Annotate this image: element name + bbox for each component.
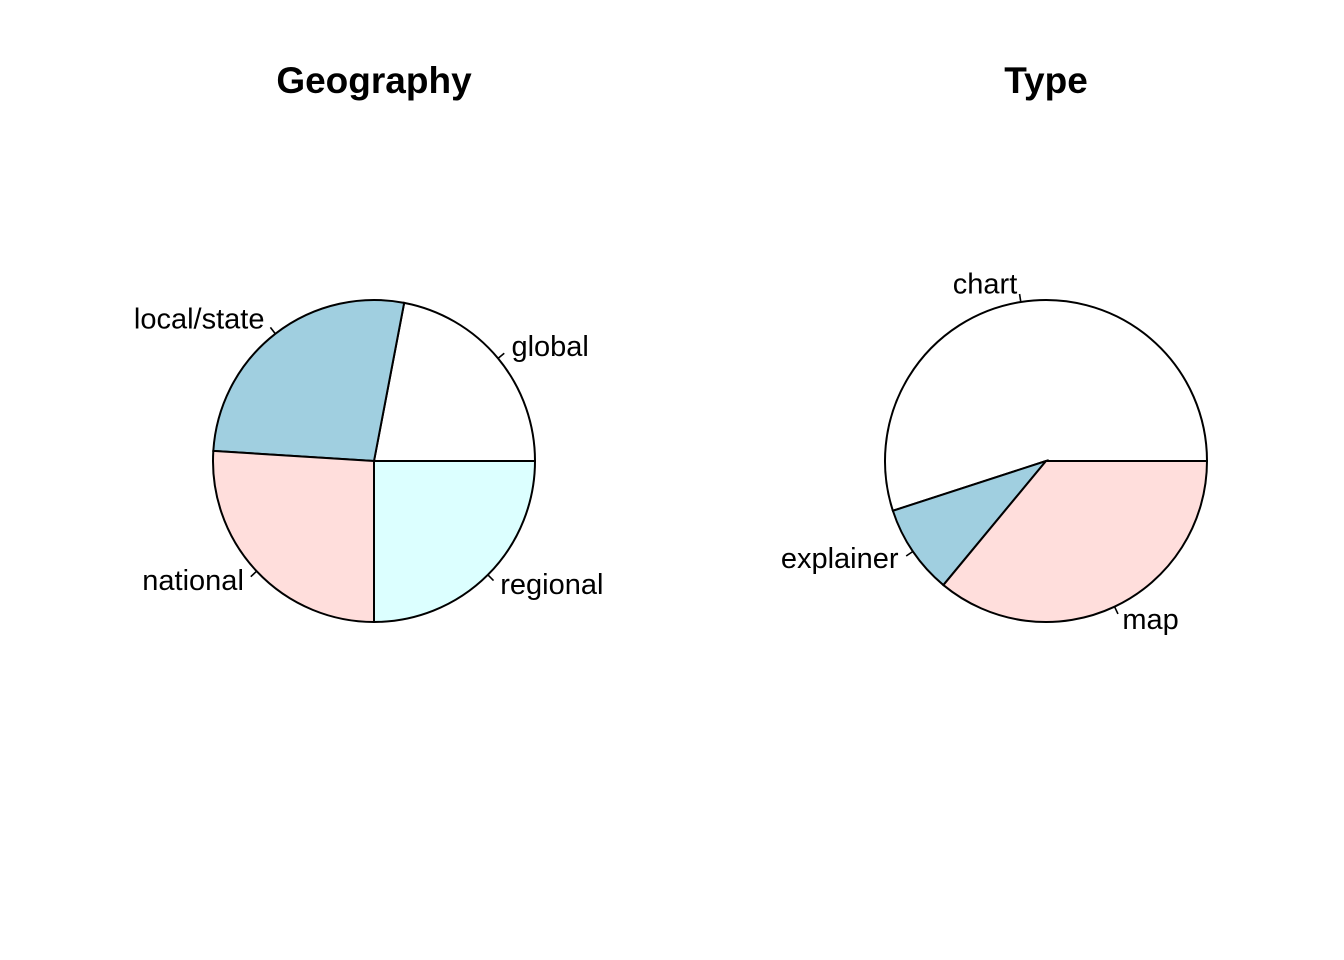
geography-label-global: global	[511, 331, 588, 363]
geography-label-regional: regional	[500, 569, 603, 601]
type-leader-map	[1113, 606, 1119, 615]
geography-leader-regional	[487, 574, 495, 582]
geography-pie-labels: global local/state national regional	[134, 304, 604, 601]
geography-label-local-state: local/state	[134, 304, 265, 336]
type-label-chart: chart	[953, 269, 1017, 301]
type-pie-panel: Type chart explainer map	[781, 60, 1209, 636]
geography-pie-slices	[212, 299, 537, 624]
geography-label-national: national	[142, 565, 244, 597]
type-slice-chart	[884, 299, 1209, 513]
geography-slice-global	[372, 301, 537, 462]
geography-leader-local-state	[269, 326, 276, 335]
type-leader-explainer	[905, 550, 914, 557]
type-pie-slices	[884, 299, 1209, 623]
geography-leader-global	[497, 352, 505, 359]
geography-slice-local-state	[212, 299, 406, 463]
type-label-map: map	[1122, 604, 1178, 636]
type-slice-explainer	[891, 458, 1049, 587]
type-label-explainer: explainer	[781, 543, 899, 575]
geography-slice-national	[212, 449, 375, 624]
geography-pie-panel: Geography global local/state national regio…	[134, 60, 604, 624]
type-leader-chart	[1018, 293, 1022, 303]
geography-leader-national	[250, 570, 258, 578]
type-pie-title: Type	[1004, 60, 1088, 101]
type-pie-labels: chart explainer map	[781, 269, 1179, 636]
geography-pie-title: Geography	[276, 60, 472, 101]
type-slice-map	[941, 460, 1209, 623]
